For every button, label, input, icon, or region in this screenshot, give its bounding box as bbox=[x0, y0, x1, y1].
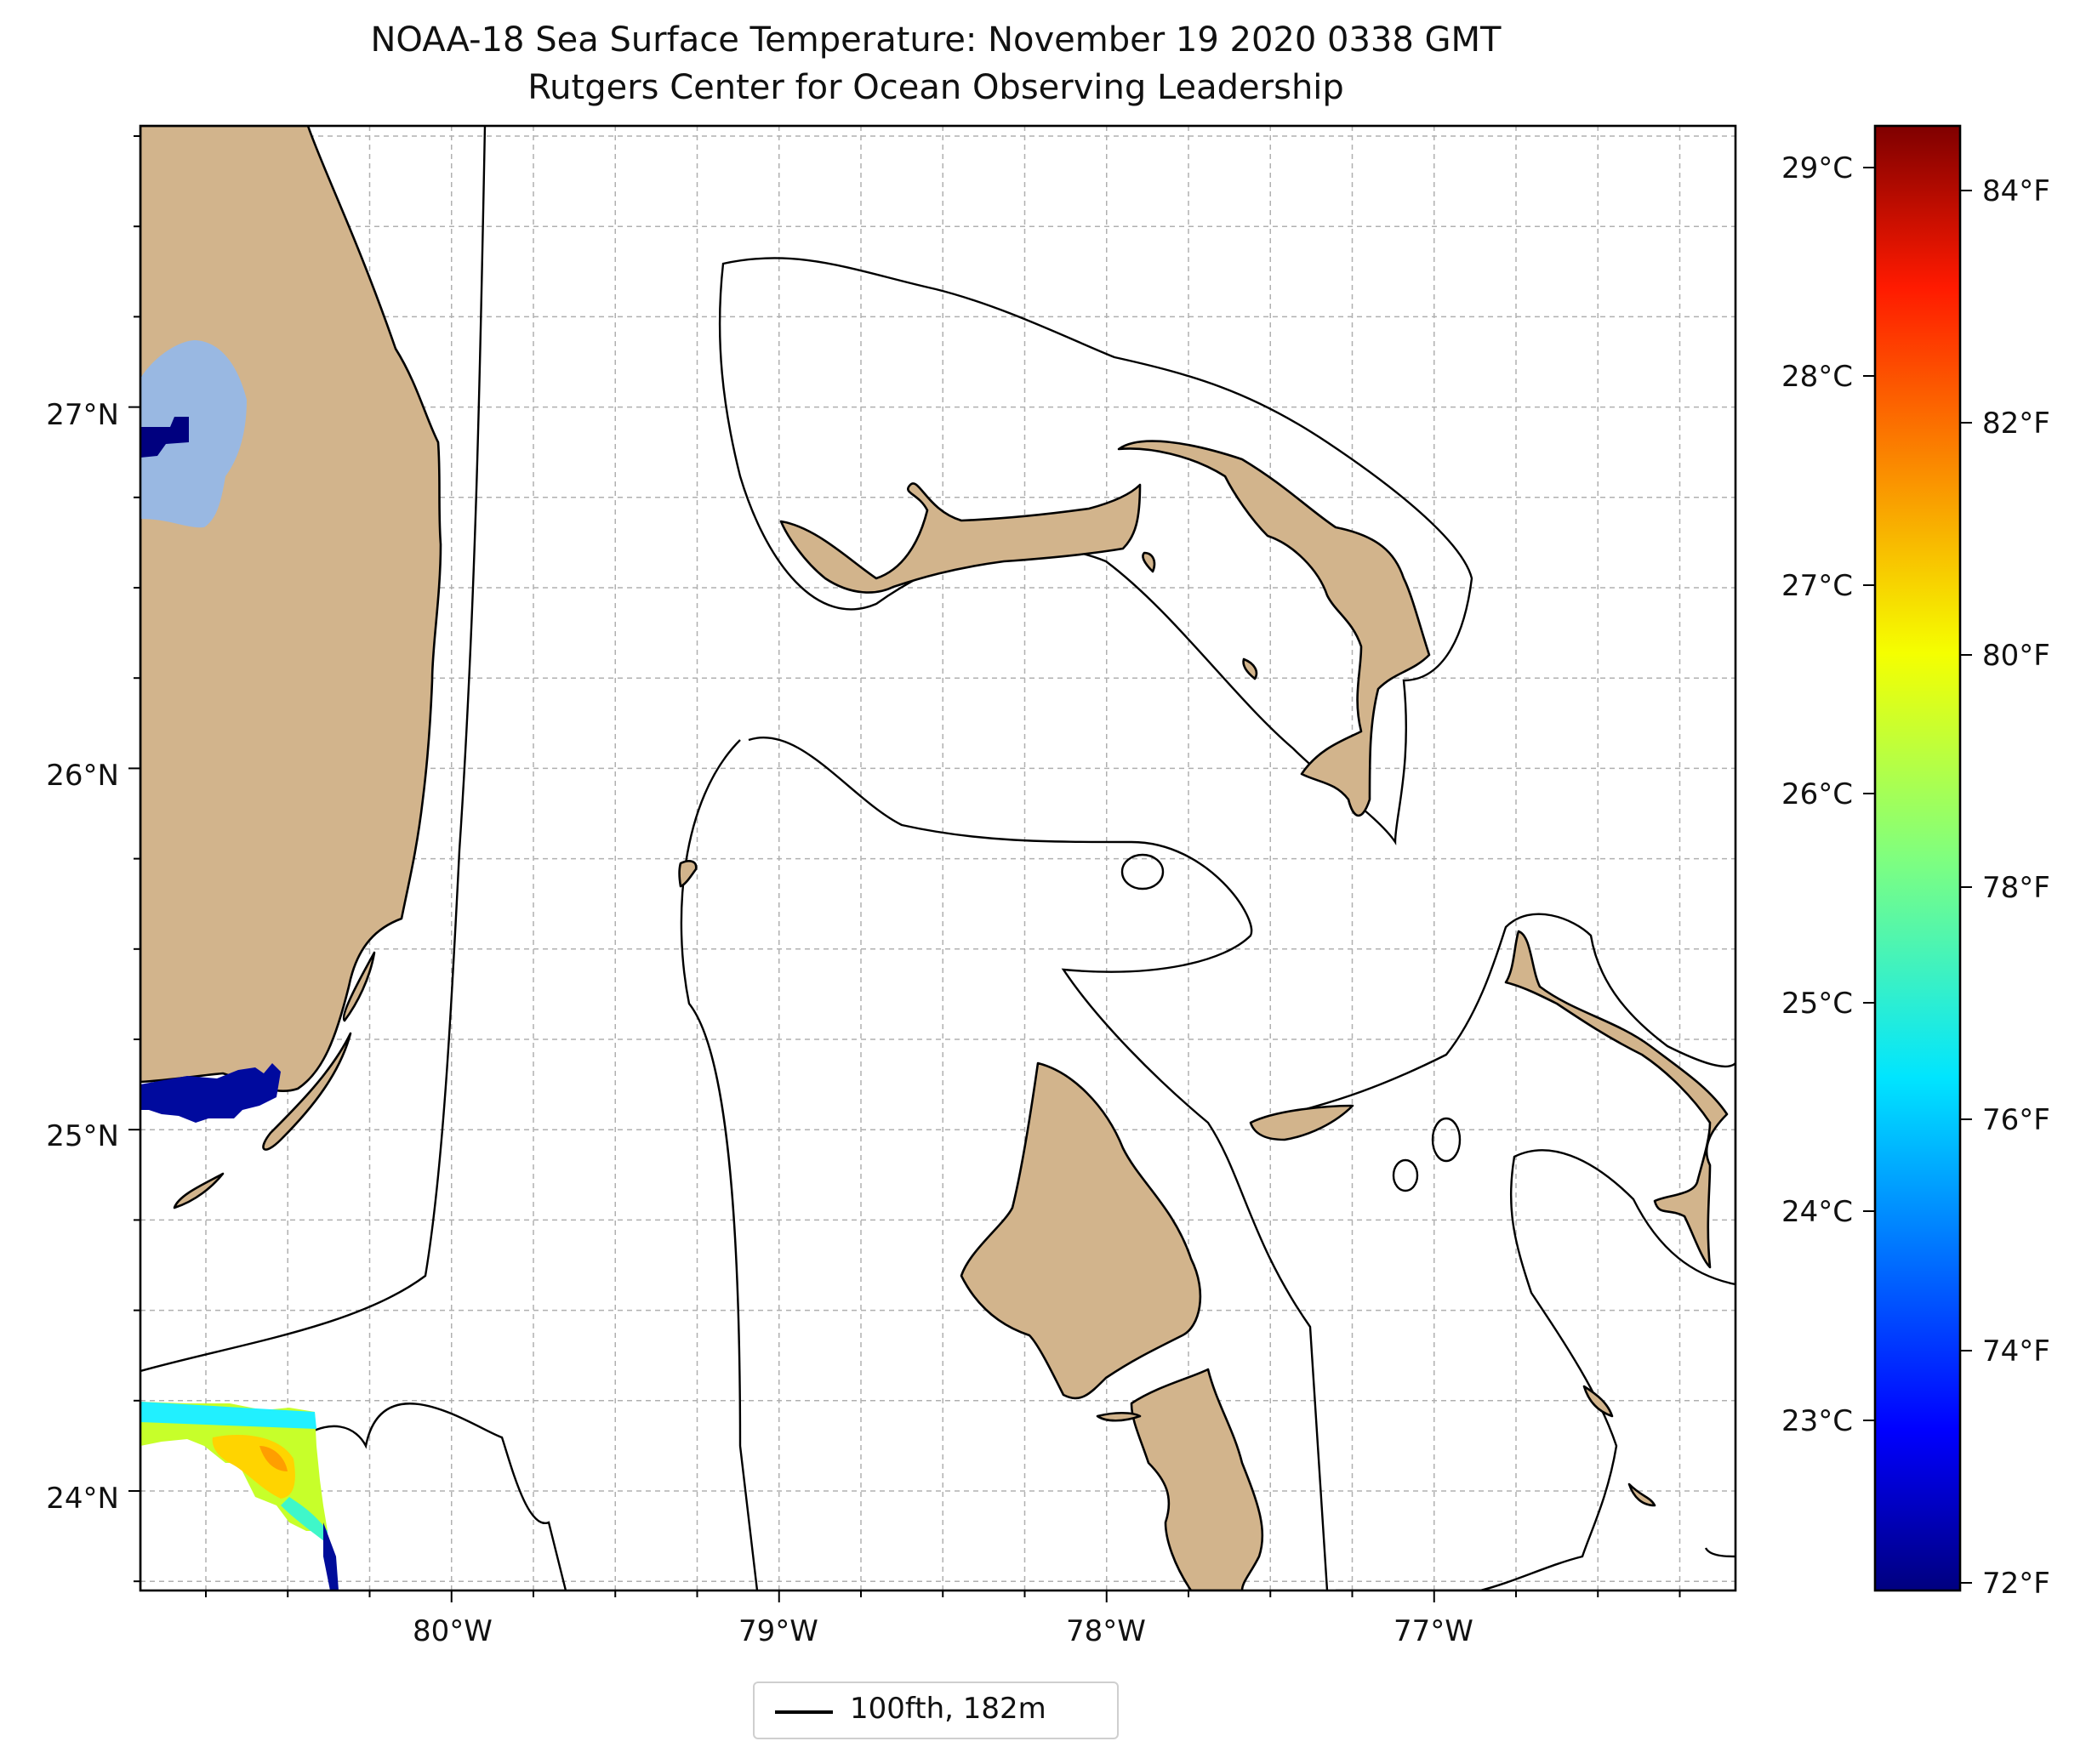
land-bimini bbox=[678, 860, 698, 888]
lon-label: 78°W bbox=[1066, 1614, 1146, 1648]
lat-labels: 27°N 26°N 25°N 24°N bbox=[46, 398, 119, 1516]
celsius-label: 27°C bbox=[1781, 569, 1853, 603]
lat-label: 24°N bbox=[46, 1482, 119, 1516]
map-subtitle: Rutgers Center for Ocean Observing Leade… bbox=[527, 68, 1344, 107]
sst-cold-inland bbox=[140, 417, 189, 458]
map-content bbox=[140, 126, 1735, 1590]
land-andros-south bbox=[1130, 1368, 1264, 1590]
sst-patches bbox=[140, 417, 339, 1590]
land-grand-bahama-islet bbox=[1142, 551, 1156, 573]
axis-ticks bbox=[128, 135, 1681, 1602]
sst-cold-keys bbox=[140, 1063, 281, 1123]
gridlines bbox=[140, 126, 1735, 1590]
legend-isobath-line bbox=[775, 1710, 833, 1714]
legend-label: 100fth, 182m bbox=[850, 1692, 1046, 1726]
colorbar-ticks bbox=[1863, 167, 1972, 1584]
map-title: NOAA-18 Sea Surface Temperature: Novembe… bbox=[370, 20, 1502, 60]
fahrenheit-label: 84°F bbox=[1982, 174, 2050, 208]
land-florida bbox=[140, 126, 442, 1093]
lat-label: 25°N bbox=[46, 1119, 119, 1153]
lon-label: 77°W bbox=[1394, 1614, 1473, 1648]
land-abaco bbox=[1117, 440, 1431, 817]
sst-warm-rim-2 bbox=[281, 1497, 328, 1544]
land-abaco-cay bbox=[1242, 657, 1258, 680]
land-cat-islet bbox=[1627, 1482, 1656, 1507]
land-andros-islet-1 bbox=[1096, 1411, 1142, 1422]
celsius-label: 26°C bbox=[1781, 777, 1853, 811]
lat-label: 27°N bbox=[46, 398, 119, 432]
fahrenheit-label: 72°F bbox=[1982, 1567, 2050, 1601]
lat-label: 26°N bbox=[46, 759, 119, 793]
land-east-islet bbox=[1582, 1385, 1614, 1418]
land-andros bbox=[960, 1061, 1202, 1400]
fahrenheit-label: 80°F bbox=[1982, 639, 2050, 673]
sst-warm-core-2 bbox=[259, 1446, 288, 1471]
fahrenheit-label: 76°F bbox=[1982, 1103, 2050, 1137]
colorbar bbox=[1873, 124, 1962, 1592]
land-key-largo bbox=[342, 951, 376, 1022]
isobath-contours bbox=[140, 126, 1735, 1590]
celsius-label: 25°C bbox=[1781, 987, 1853, 1021]
sst-cold-south bbox=[323, 1522, 339, 1590]
land-new-providence bbox=[1249, 1104, 1354, 1141]
land-grand-bahama bbox=[779, 482, 1142, 594]
sst-warm-rim bbox=[140, 1402, 316, 1429]
lon-label: 79°W bbox=[738, 1614, 818, 1648]
fahrenheit-label: 74°F bbox=[1982, 1334, 2050, 1369]
celsius-label: 23°C bbox=[1781, 1404, 1853, 1438]
celsius-label: 28°C bbox=[1781, 360, 1853, 394]
cloud-mask bbox=[140, 340, 247, 528]
lon-labels: 80°W 79°W 78°W 77°W bbox=[413, 1614, 1473, 1648]
lon-label: 80°W bbox=[413, 1614, 493, 1648]
land-upper-keys bbox=[262, 1032, 352, 1151]
celsius-label: 29°C bbox=[1781, 151, 1853, 185]
fahrenheit-label: 78°F bbox=[1982, 871, 2050, 905]
colorbar-celsius-labels: 29°C 28°C 27°C 26°C 25°C 24°C 23°C bbox=[1781, 151, 1853, 1438]
land-middle-keys bbox=[173, 1172, 225, 1209]
land-eleuthera bbox=[1504, 930, 1729, 1269]
map-legend: 100fth, 182m bbox=[753, 1681, 1119, 1739]
fahrenheit-label: 82°F bbox=[1982, 407, 2050, 441]
celsius-label: 24°C bbox=[1781, 1195, 1853, 1229]
colorbar-fahrenheit-labels: 84°F 82°F 80°F 78°F 76°F 74°F 72°F bbox=[1982, 174, 2050, 1601]
